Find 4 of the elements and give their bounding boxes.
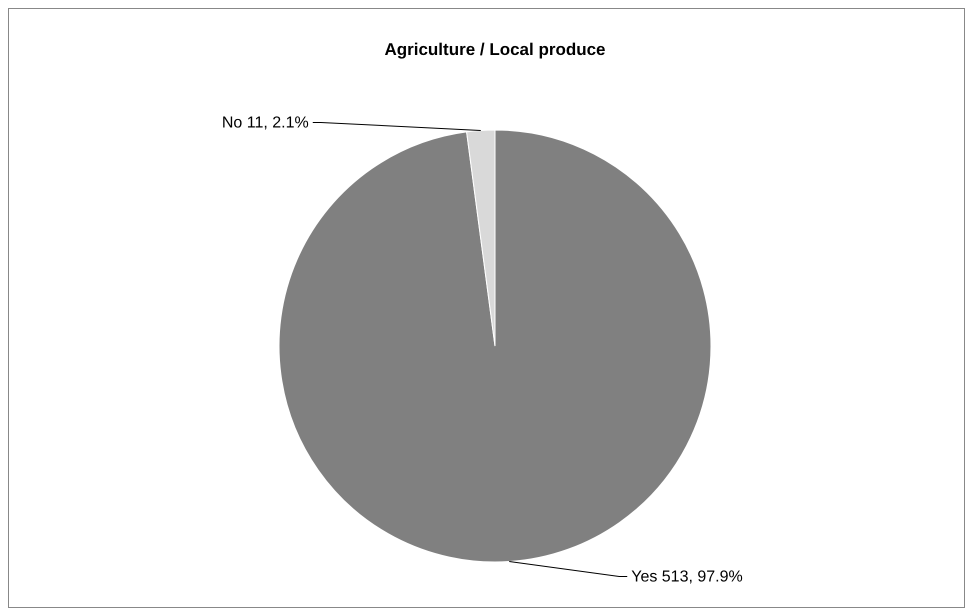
pie-slice bbox=[278, 130, 712, 562]
chart-title: Agriculture / Local produce bbox=[384, 40, 606, 59]
slice-label: No 11, 2.1% bbox=[222, 114, 309, 132]
slice-label: Yes 513, 97.9% bbox=[631, 568, 743, 586]
